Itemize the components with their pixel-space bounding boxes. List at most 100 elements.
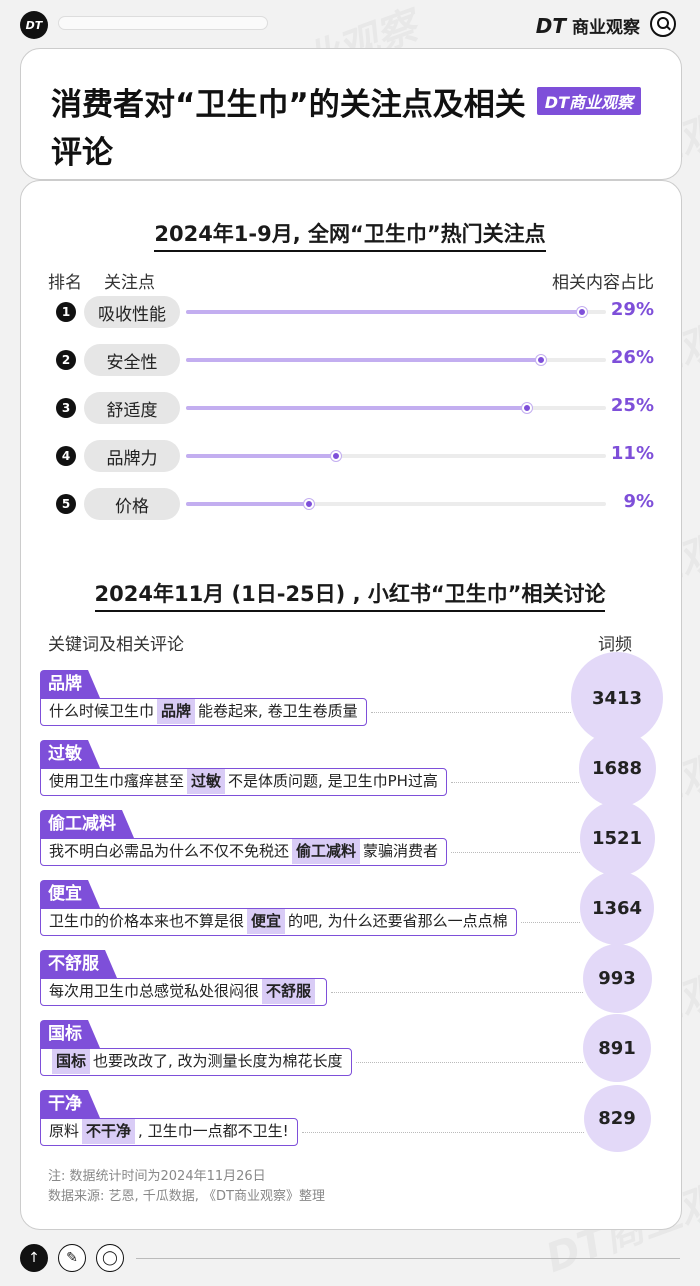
share-value: 26% (610, 347, 654, 368)
user-icon: ◯ (102, 1250, 118, 1266)
share-bar (186, 310, 582, 314)
brand-badge: DT商业观察 (536, 87, 641, 115)
scroll-top-button[interactable]: ↑ (20, 1244, 48, 1272)
focus-label: 价格 (84, 488, 180, 520)
comment-box: 国标 也要改改了, 改为测量长度为棉花长度 (40, 1048, 352, 1076)
header-card: 消费者对“卫生巾”的关注点及相关评论 DT商业观察 (20, 48, 682, 180)
share-value: 9% (623, 491, 654, 512)
share-track (186, 499, 606, 509)
share-track (186, 355, 606, 365)
rank-number: 2 (56, 350, 76, 370)
rank-row: 3 舒适度 25% (56, 392, 656, 424)
keyword-tag: 便宜 (40, 880, 100, 908)
keyword-highlight: 国标 (52, 1049, 91, 1074)
col-focus-label: 关注点 (104, 273, 155, 293)
keyword-tag: 过敏 (40, 740, 100, 768)
keyword-highlight: 不干净 (82, 1119, 136, 1144)
page-title: 消费者对“卫生巾”的关注点及相关评论 (51, 87, 526, 171)
leader-line (302, 1132, 584, 1133)
notes: 注: 数据统计时间为2024年11月26日 数据来源: 艺恩, 千瓜数据, 《D… (48, 1167, 325, 1207)
leader-line (371, 712, 571, 713)
comment-text: 什么时候卫生巾 (49, 702, 155, 720)
comment-box: 使用卫生巾瘙痒甚至 过敏 不是体质问题, 是卫生巾PH过高 (40, 768, 447, 796)
rank-row: 1 吸收性能 29% (56, 296, 656, 328)
share-dot (577, 307, 587, 317)
focus-label: 舒适度 (84, 392, 180, 424)
share-bar (186, 454, 336, 458)
focus-label: 吸收性能 (84, 296, 180, 328)
comment-text: 使用卫生巾瘙痒甚至 (49, 772, 185, 790)
comment-box: 我不明白必需品为什么不仅不免税还 偷工减料 蒙骗消费者 (40, 838, 448, 866)
comment-text: 蒙骗消费者 (363, 842, 439, 860)
pencil-icon: ✎ (66, 1250, 78, 1266)
rank-row: 4 品牌力 11% (56, 440, 656, 472)
keyword-highlight: 品牌 (157, 699, 196, 724)
frequency-bubble: 1364 (580, 871, 654, 945)
keyword-row: 品牌 什么时候卫生巾 品牌 能卷起来, 卷卫生卷质量 (40, 670, 660, 730)
keyword-tag: 品牌 (40, 670, 100, 698)
comment-text: 原料 (49, 1122, 80, 1140)
keyword-tag: 国标 (40, 1020, 100, 1048)
comment-box: 卫生巾的价格本来也不算是很 便宜 的吧, 为什么还要省那么一点点棉 (40, 908, 517, 936)
comment-text: , 卫生巾一点都不卫生! (138, 1122, 289, 1140)
share-bar (186, 502, 309, 506)
frequency-bubble: 1688 (578, 729, 656, 807)
rank-row: 5 价格 9% (56, 488, 656, 520)
keyword-highlight: 便宜 (247, 909, 286, 934)
comment-box: 什么时候卫生巾 品牌 能卷起来, 卷卫生卷质量 (40, 698, 367, 726)
frequency-bubble: 829 (583, 1084, 651, 1152)
note-text: 注: 数据统计时间为2024年11月26日 (48, 1169, 266, 1184)
share-track (186, 451, 606, 461)
keyword-highlight: 过敏 (187, 769, 226, 794)
search-icon[interactable] (650, 11, 676, 37)
brand-dt: DT (535, 13, 566, 38)
leader-line (521, 922, 580, 923)
col-share-label: 相关内容占比 (552, 273, 654, 293)
frequency-bubble: 1521 (579, 800, 655, 876)
brand-name: 商业观察 (572, 18, 640, 38)
share-dot (522, 403, 532, 413)
top-search-field[interactable] (58, 16, 268, 30)
arrow-up-icon: ↑ (28, 1250, 40, 1266)
frequency-bubble: 993 (582, 943, 652, 1013)
keyword-row: 过敏 使用卫生巾瘙痒甚至 过敏 不是体质问题, 是卫生巾PH过高 (40, 740, 660, 800)
focus-label: 安全性 (84, 344, 180, 376)
col-rank-label: 排名 (48, 273, 82, 293)
rank-number: 4 (56, 446, 76, 466)
leader-line (451, 782, 579, 783)
rank-number: 5 (56, 494, 76, 514)
share-track (186, 403, 606, 413)
frequency-bubble: 3413 (571, 652, 663, 744)
share-track (186, 307, 606, 317)
comment-text: 也要改改了, 改为测量长度为棉花长度 (93, 1052, 343, 1070)
keyword-highlight: 偷工减料 (292, 839, 361, 864)
comment-text: 的吧, 为什么还要省那么一点点棉 (288, 912, 508, 930)
leader-line (331, 992, 583, 993)
keyword-row: 便宜 卫生巾的价格本来也不算是很 便宜 的吧, 为什么还要省那么一点点棉 (40, 880, 660, 940)
keyword-tag: 偷工减料 (40, 810, 134, 838)
share-value: 11% (610, 443, 654, 464)
share-dot (536, 355, 546, 365)
comment-text: 不是体质问题, 是卫生巾PH过高 (228, 772, 438, 790)
edit-button[interactable]: ✎ (58, 1244, 86, 1272)
share-value: 25% (610, 395, 654, 416)
keyword-row: 不舒服 每次用卫生巾总感觉私处很闷很 不舒服 (40, 950, 660, 1010)
comment-text: 每次用卫生巾总感觉私处很闷很 (49, 982, 260, 1000)
brand-logo: DT 商业观察 (535, 13, 640, 39)
comment-box: 每次用卫生巾总感觉私处很闷很 不舒服 (40, 978, 328, 1006)
section1-title-text: 2024年1-9月, 全网“卫生巾”热门关注点 (154, 222, 546, 252)
profile-button[interactable]: ◯ (96, 1244, 124, 1272)
bottom-bar: ↑ ✎ ◯ (0, 1236, 700, 1286)
keyword-tag: 不舒服 (40, 950, 117, 978)
share-bar (186, 406, 527, 410)
keyword-highlight: 不舒服 (262, 979, 316, 1004)
rank-number: 1 (56, 302, 76, 322)
rank-number: 3 (56, 398, 76, 418)
comment-text: 我不明白必需品为什么不仅不免税还 (49, 842, 290, 860)
share-dot (331, 451, 341, 461)
top-bar: DT DT 商业观察 (0, 0, 700, 48)
col-keyword-label: 关键词及相关评论 (48, 635, 184, 655)
section2-title: 2024年11月 (1日-25日) , 小红书“卫生巾”相关讨论 (0, 578, 700, 612)
share-dot (304, 499, 314, 509)
dt-logo[interactable]: DT (20, 11, 48, 39)
